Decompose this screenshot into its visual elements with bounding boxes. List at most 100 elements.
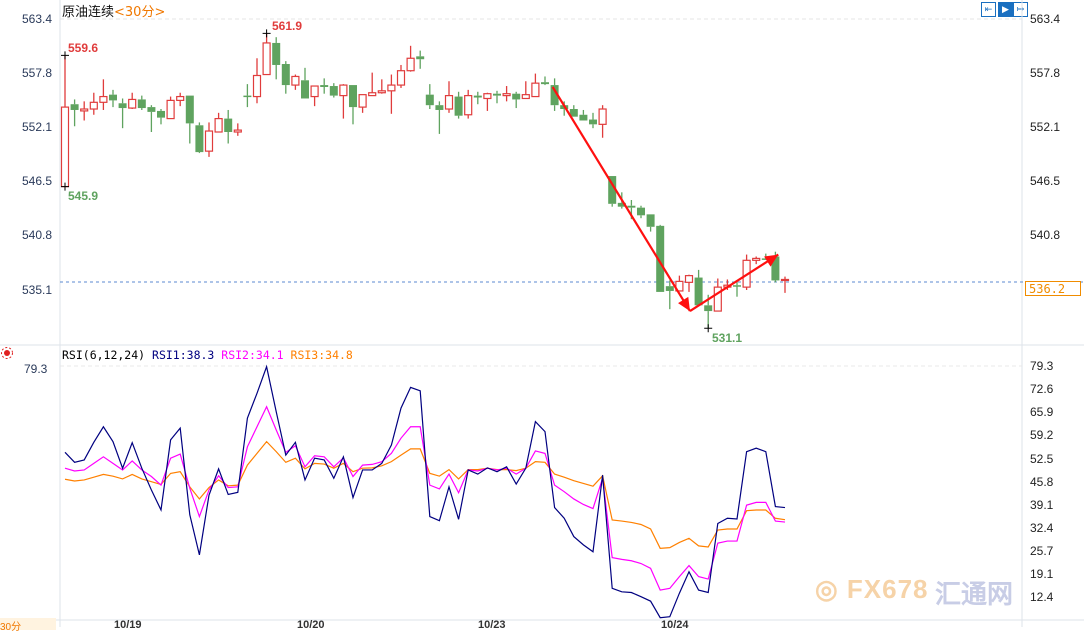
candle-body [646,214,655,227]
candle-body [89,101,98,110]
fit-icon[interactable]: ⇤ [981,2,996,17]
candle-down [646,214,655,232]
candle-down [435,101,444,134]
candle-body [272,42,281,65]
candle-body [416,56,425,60]
candle-up [252,58,262,104]
candle-up [368,72,377,97]
candle-down [665,280,674,310]
candle-up [214,112,223,133]
candle-body [521,94,530,100]
candle-up [89,92,98,115]
candle-up [464,89,473,119]
candle-body [684,275,694,283]
rsi-axis-label: 72.6 [1030,382,1054,397]
candle-up [713,278,722,312]
candle-body [166,99,175,120]
candle-up [684,274,694,292]
candle-up [358,94,367,113]
candle-down [589,112,597,129]
rsi1-line [64,364,786,619]
candle-up [176,92,185,107]
candle-up [598,105,607,138]
candle-body [637,207,645,216]
candle-body [252,74,262,98]
candle-up [502,86,511,102]
candle-body [531,82,540,98]
candle-down [243,84,252,108]
trend-arrow-line [689,253,779,312]
current-price-box: 536.2 [1025,281,1081,296]
candle-body [425,94,434,106]
candle-body [109,94,117,101]
candle-body [502,93,511,97]
candle-down [550,78,559,111]
high-label-2: 561.9 [272,19,303,33]
candle-body [704,305,713,312]
candle-body [204,130,214,152]
rsi-params: RSI(6,12,24) [62,348,146,362]
candle-body [771,256,780,281]
candle-down [579,109,588,121]
left-price-axis-label: 546.5 [22,173,53,188]
left-price-axis-label: 557.8 [22,65,53,80]
candle-down [416,50,425,69]
arrowhead-icon [678,296,690,312]
candle-body [550,85,559,106]
rsi3-value: RSI3:34.8 [290,348,353,362]
left-price-axis-label: 535.1 [22,283,53,297]
candle-body [301,80,309,99]
candle-down [118,98,127,129]
candle-body [262,42,271,76]
candle-body [589,119,597,125]
candle-body [444,95,454,110]
candle-up [752,256,761,265]
candle-body [320,85,329,87]
candle-body [608,176,617,204]
candle-down [109,89,117,108]
exit-icon[interactable]: ↦ [1013,2,1028,17]
candle-body [118,103,127,109]
candle-body [185,95,194,124]
candle-body [224,118,233,132]
rsi-axis-label: 65.9 [1030,405,1054,420]
candle-down [569,105,578,117]
candle-down [224,109,233,144]
candle-down [320,78,329,94]
rsi-axis-label: 45.8 [1030,474,1054,489]
extreme-marker [61,182,69,191]
candle-body [233,129,242,133]
low-label-2: 531.1 [712,331,743,345]
trend-arrow-line [551,86,691,312]
trend-arrows [551,86,779,312]
candle-body [157,110,165,118]
period-tag[interactable]: 30分 [0,618,56,633]
candle-up [166,96,175,120]
price-axis-label: 552.1 [1030,120,1061,135]
cursor-icon[interactable]: ▶ [998,2,1013,17]
candle-body [396,70,406,86]
candle-body [627,205,636,208]
candle-body [512,93,521,100]
date-label: 10/19 [114,619,142,631]
candle-body [483,93,492,100]
period-selector[interactable]: <30分> [114,5,166,20]
rsi-axis-label: 25.7 [1030,544,1054,559]
candle-down [147,105,156,132]
candle-body [752,257,761,261]
rsi-axis-label: 79.3 [1030,359,1054,373]
rsi-axis-label: 59.2 [1030,428,1054,443]
price-axis-label: 557.8 [1030,65,1061,80]
candle-body [176,95,185,101]
candle-down [70,99,79,127]
candle-down [473,91,482,105]
rsi-lines [64,364,786,619]
candle-up [128,92,137,110]
candle-body [387,84,396,92]
candle-down [608,176,617,207]
candle-body [713,286,722,312]
rsi-axis-label: 39.1 [1030,497,1054,512]
date-label: 10/20 [297,619,325,631]
